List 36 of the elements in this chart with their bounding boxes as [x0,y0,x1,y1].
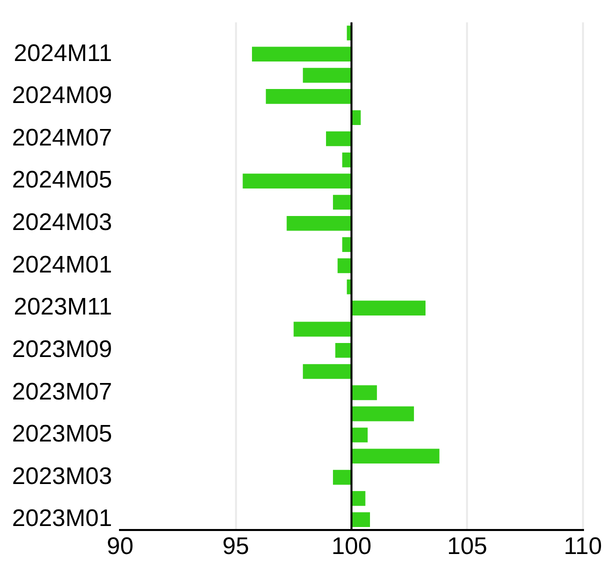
bar [338,258,352,274]
x-tick-label: 95 [222,533,250,560]
y-tick-label: 2023M01 [12,505,112,532]
bar [335,342,352,358]
bar [302,68,352,83]
bar [351,300,426,316]
bar [294,322,352,337]
bar [252,46,352,62]
x-tick-label: 90 [106,533,134,560]
y-tick-label: 2024M11 [14,40,112,67]
y-tick-label: 2024M09 [12,82,112,110]
y-tick-label: 2023M03 [12,462,112,490]
bar [351,448,440,464]
x-tick-label: 110 [564,533,602,560]
bar [242,174,352,188]
bar [351,406,414,422]
y-tick-label: 2024M03 [12,209,112,236]
bar [332,470,352,485]
bar [302,364,352,379]
y-tick-label: 2024M01 [12,251,112,278]
bar [351,512,370,528]
x-tick-label: 105 [447,533,488,560]
bar [351,491,366,506]
bar [266,89,352,104]
bar [332,194,352,210]
bar [351,385,377,400]
y-tick-label: 2023M07 [12,378,112,406]
y-tick-label: 2024M05 [12,166,112,194]
bar [351,428,368,442]
bar [326,131,352,146]
y-tick-label: 2023M05 [12,420,112,448]
bar [286,216,352,231]
y-tick-label: 2023M11 [14,294,112,321]
y-tick-label: 2024M07 [12,124,112,152]
y-tick-label: 2023M09 [12,336,112,363]
x-tick-label: 100 [331,533,372,560]
